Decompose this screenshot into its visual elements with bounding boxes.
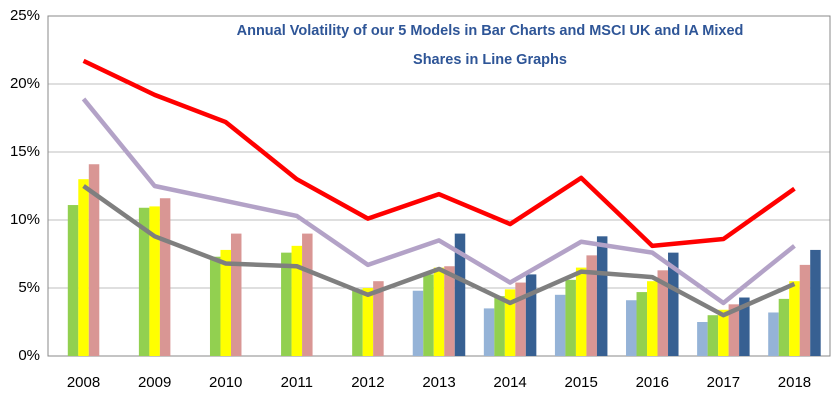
bar (504, 289, 516, 356)
bar (647, 281, 658, 356)
bar (626, 300, 637, 356)
x-tick-label: 2010 (209, 374, 242, 391)
bar (209, 256, 221, 356)
x-tick-label: 2018 (778, 374, 811, 391)
y-tick-label: 10% (10, 211, 40, 228)
bar (494, 296, 505, 356)
bar (281, 252, 292, 356)
chart-title: Annual Volatility of our 5 Models in Bar… (237, 23, 744, 39)
bar (586, 255, 597, 356)
bar (515, 282, 526, 356)
x-tick-label: 2012 (351, 374, 384, 391)
y-tick-label: 25% (10, 7, 40, 24)
bar (159, 198, 171, 356)
bar (697, 322, 708, 356)
y-tick-label: 15% (10, 143, 40, 160)
bar (565, 279, 576, 356)
bar (636, 292, 648, 356)
bar (230, 233, 242, 356)
bar (483, 308, 495, 356)
x-tick-label: 2016 (636, 374, 669, 391)
x-tick-label: 2009 (138, 374, 171, 391)
bar (412, 290, 424, 356)
x-tick-label: 2008 (67, 374, 100, 391)
bar (444, 266, 455, 356)
bar (291, 245, 303, 356)
bar (739, 297, 750, 356)
bar (352, 289, 363, 356)
bar (423, 274, 434, 356)
y-tick-label: 0% (18, 347, 40, 364)
line (82, 184, 796, 318)
bar (768, 312, 779, 356)
bar (433, 267, 445, 356)
bar (149, 206, 160, 356)
line (82, 58, 796, 249)
x-tick-label: 2015 (564, 374, 597, 391)
bar (220, 249, 231, 356)
bar (78, 179, 89, 356)
bar (525, 274, 537, 356)
x-tick-label: 2011 (281, 374, 313, 391)
y-tick-label: 5% (18, 279, 40, 296)
bar (67, 205, 79, 356)
x-tick-label: 2013 (422, 374, 455, 391)
bar (810, 249, 821, 356)
chart-title: Shares in Line Graphs (413, 52, 567, 68)
bar (575, 267, 587, 356)
y-tick-label: 20% (10, 75, 40, 92)
bar (596, 236, 608, 356)
x-tick-label: 2014 (493, 374, 526, 391)
bar (657, 270, 669, 356)
bar (728, 304, 740, 356)
x-tick-label: 2017 (707, 374, 740, 391)
bar (454, 233, 466, 356)
bar (302, 233, 313, 356)
bar (778, 298, 790, 356)
bar (362, 288, 374, 356)
bar (707, 315, 719, 356)
bar (138, 207, 150, 356)
bar (789, 281, 800, 356)
bar (554, 294, 566, 356)
bar (799, 264, 811, 356)
bar (718, 309, 729, 356)
line (81, 97, 796, 306)
bar (373, 281, 384, 356)
bar (88, 164, 100, 356)
bar (668, 252, 679, 356)
